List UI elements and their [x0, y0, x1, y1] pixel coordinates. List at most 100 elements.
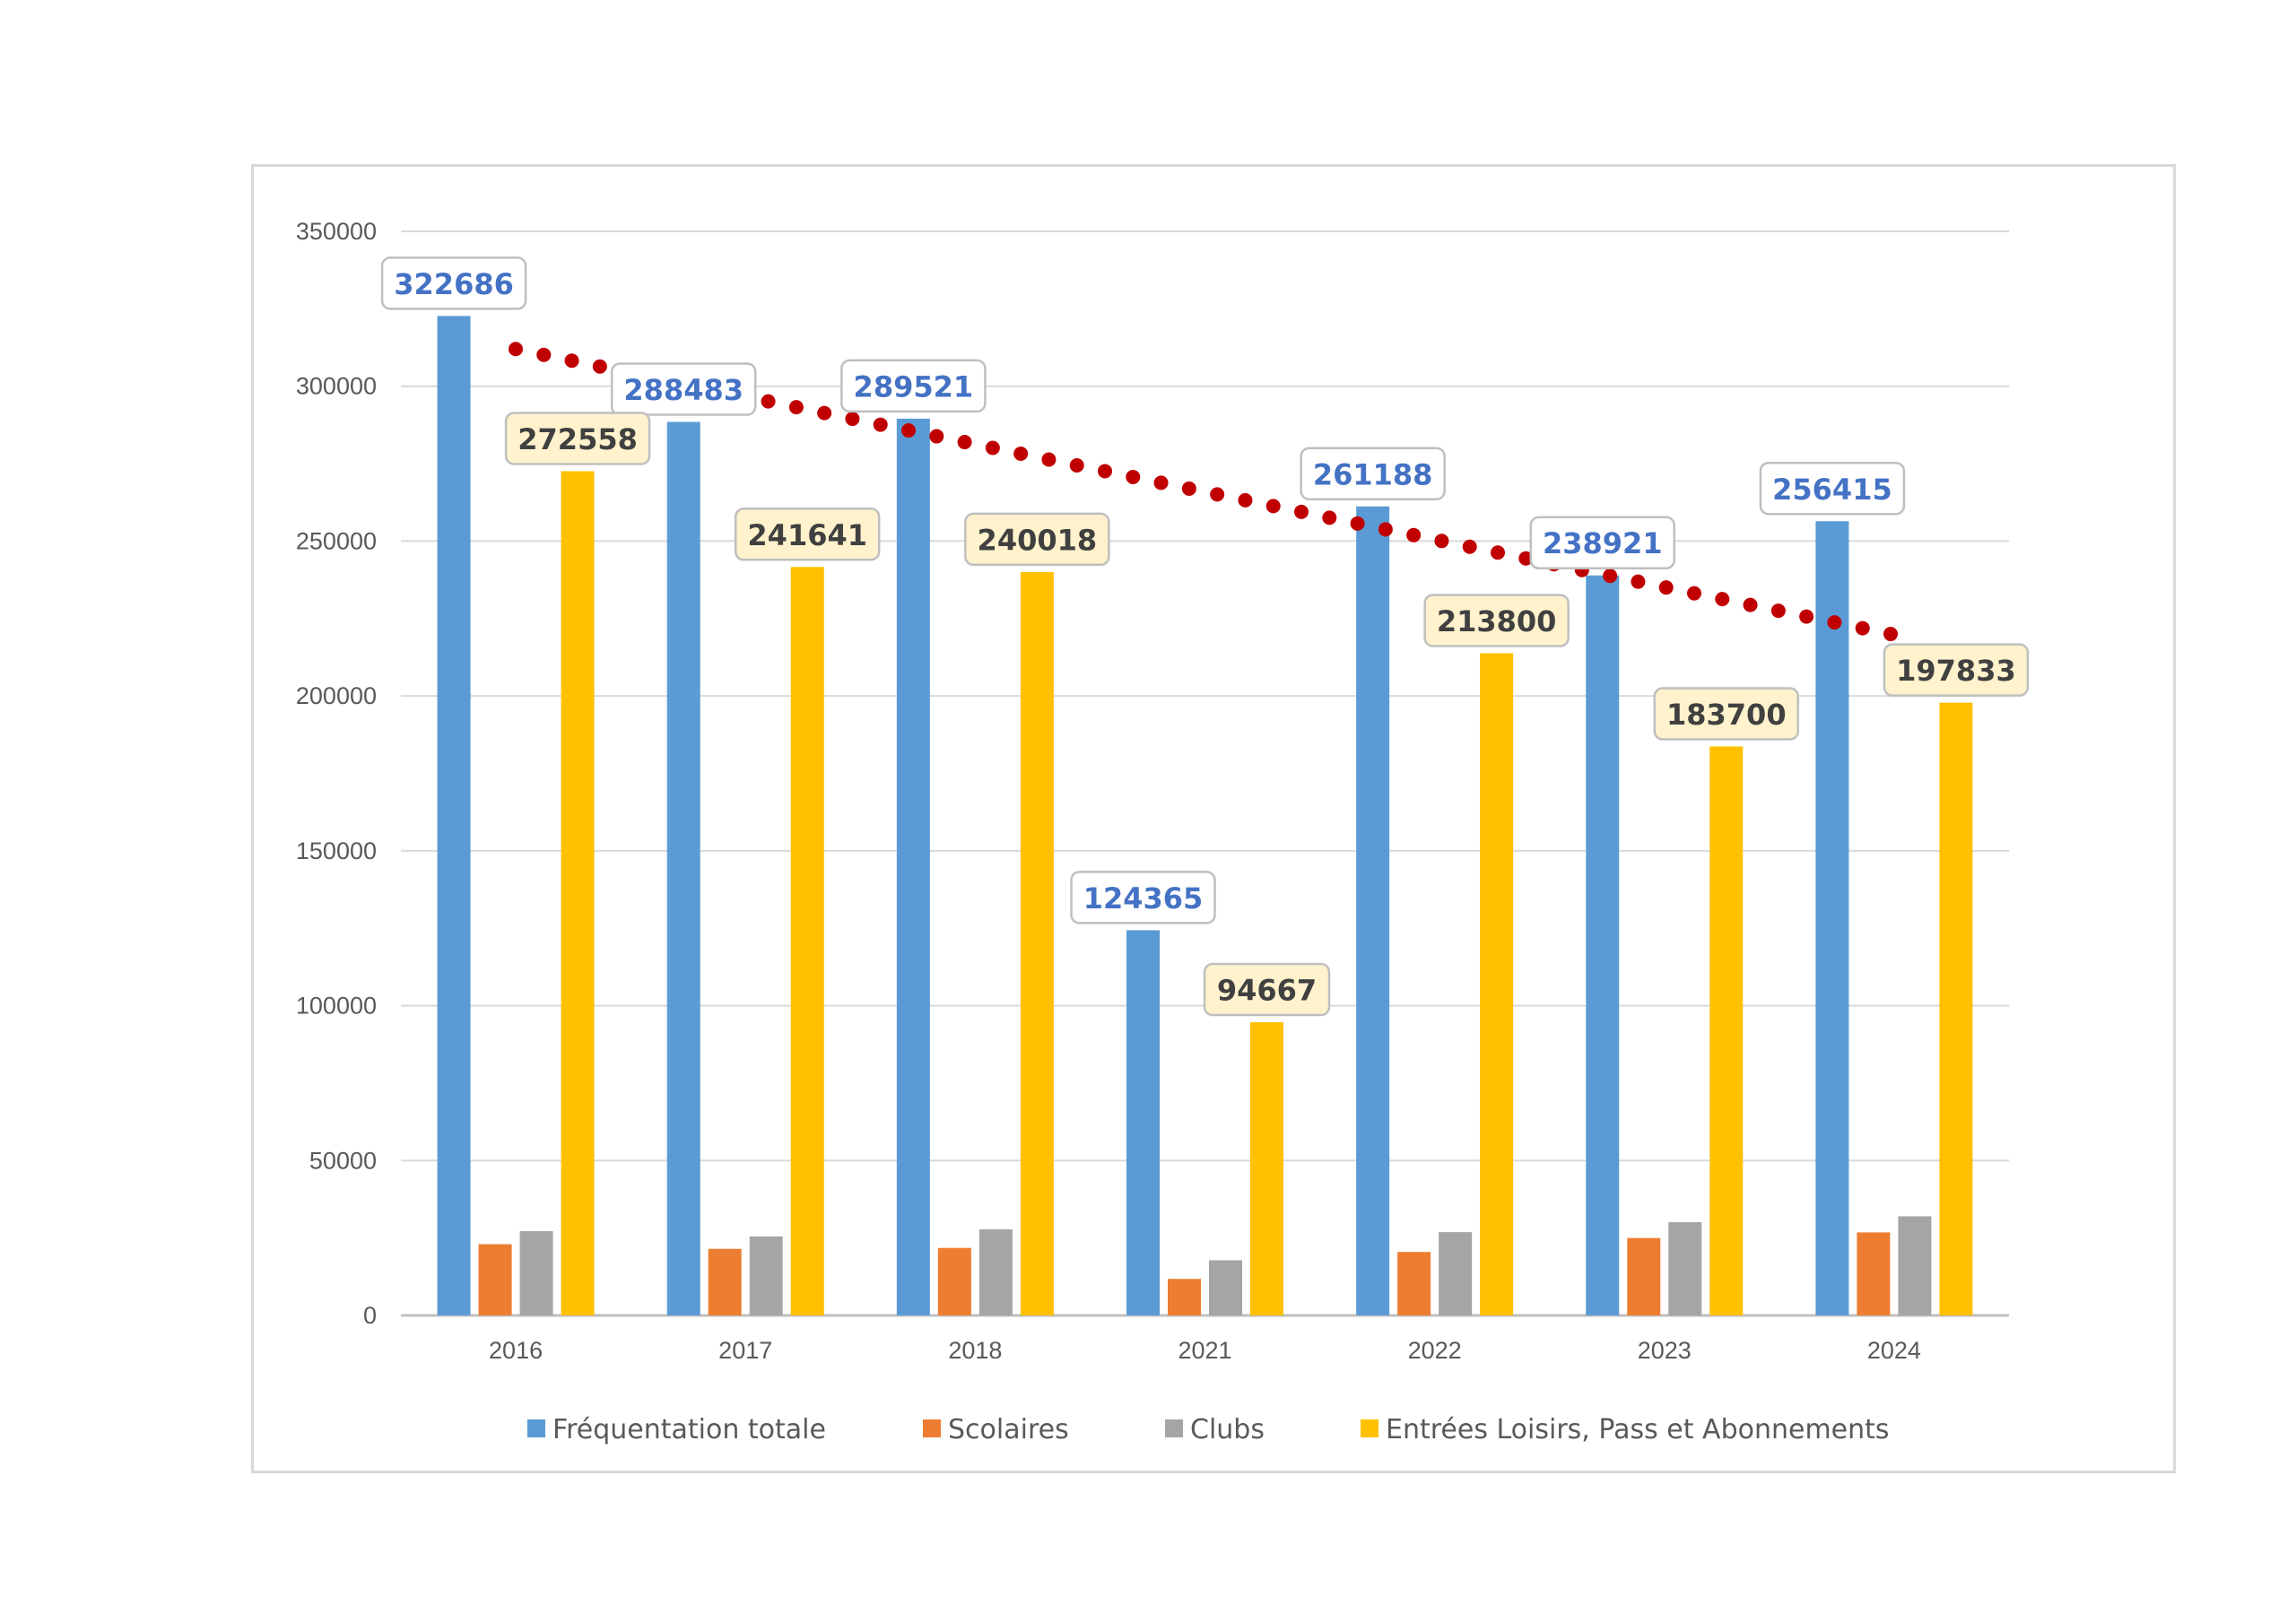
data-label: 322686 — [394, 267, 514, 301]
trendline-dot — [1715, 592, 1730, 607]
trendline-dot — [1126, 469, 1141, 484]
x-tick-label: 2018 — [948, 1337, 1002, 1364]
data-label: 94667 — [1217, 973, 1317, 1007]
legend-label: Entrées Loisirs, Pass et Abonnements — [1386, 1414, 1890, 1445]
trendline-dot — [1294, 504, 1309, 519]
trendline-dot — [1265, 499, 1281, 514]
bar-scolaires-2024 — [1857, 1232, 1891, 1315]
trendline-dot — [788, 400, 804, 415]
bar-scolaires-2018 — [937, 1247, 971, 1315]
bar-scolaires-2016 — [478, 1244, 512, 1315]
trendline-dot — [1603, 568, 1618, 584]
bar-fr-quentation-totale-2021 — [1126, 930, 1160, 1315]
data-label-box — [1423, 594, 1570, 647]
trendline-dot — [1518, 551, 1534, 566]
bar-fr-quentation-totale-2023 — [1586, 575, 1620, 1315]
trendline-dot — [1462, 539, 1477, 554]
y-tick-label: 50000 — [309, 1147, 377, 1174]
trendline-dot — [1098, 464, 1112, 479]
data-label-box — [734, 508, 881, 561]
y-tick-label: 300000 — [296, 373, 377, 400]
y-tick-label: 150000 — [296, 838, 377, 864]
trendline-dot — [1181, 481, 1196, 496]
x-tick-label: 2021 — [1178, 1337, 1231, 1364]
data-label-box — [380, 256, 527, 310]
data-label-box — [1759, 462, 1906, 516]
trendline-dot — [1406, 527, 1422, 542]
data-label: 197833 — [1896, 654, 2016, 688]
x-tick-label: 2024 — [1867, 1337, 1921, 1364]
trendline-dot — [845, 412, 860, 427]
bar-entr-es-loisirs-pass-et-abonnements-2017 — [790, 567, 824, 1315]
data-label-box — [1203, 962, 1331, 1017]
bar-fr-quentation-totale-2018 — [896, 418, 930, 1315]
x-tick-label: 2016 — [489, 1337, 543, 1364]
data-label: 240018 — [978, 523, 1098, 557]
legend-label: Scolaires — [948, 1414, 1069, 1445]
bar-clubs-2018 — [978, 1228, 1013, 1315]
trendline-dot — [536, 347, 552, 362]
data-label-box — [1883, 643, 2030, 697]
legend-label: Clubs — [1190, 1414, 1265, 1445]
trendline-dot — [957, 435, 972, 450]
bar-scolaires-2021 — [1168, 1279, 1201, 1315]
bar-entr-es-loisirs-pass-et-abonnements-2018 — [1020, 571, 1054, 1315]
trendline-dot — [985, 440, 1000, 456]
data-label-box — [964, 512, 1110, 567]
y-tick-label: 250000 — [296, 527, 377, 554]
bar-clubs-2016 — [519, 1231, 553, 1315]
trendline-dot — [1743, 597, 1758, 612]
data-label: 238921 — [1543, 526, 1663, 560]
data-label-box — [1300, 447, 1446, 501]
trendline-dot — [929, 429, 944, 444]
trendline-dot — [1013, 447, 1029, 462]
legend-swatch — [527, 1419, 545, 1437]
bar-clubs-2021 — [1209, 1260, 1242, 1315]
x-tick-label: 2022 — [1408, 1337, 1462, 1364]
bar-clubs-2022 — [1439, 1232, 1473, 1315]
trendline-dot — [1491, 545, 1505, 560]
trendline-dot — [1153, 475, 1169, 490]
trendline-dot — [1799, 609, 1814, 624]
trendline-dot — [1238, 492, 1253, 508]
bar-scolaires-2017 — [708, 1248, 742, 1315]
trendline-dot — [817, 405, 832, 421]
trendline-dot — [509, 342, 523, 357]
data-label: 183700 — [1666, 698, 1787, 732]
data-label: 241641 — [747, 518, 867, 552]
x-tick-label: 2017 — [718, 1337, 772, 1364]
bar-entr-es-loisirs-pass-et-abonnements-2021 — [1250, 1021, 1283, 1315]
trendline-dot — [1883, 627, 1898, 642]
bar-fr-quentation-totale-2016 — [437, 316, 471, 1316]
y-tick-label: 350000 — [296, 218, 377, 245]
trendline-dot — [1631, 574, 1646, 589]
trendline-dot — [1658, 580, 1674, 595]
bar-clubs-2024 — [1898, 1216, 1932, 1315]
data-label-box — [1070, 871, 1216, 924]
trendline-dot — [1378, 522, 1393, 537]
bar-entr-es-loisirs-pass-et-abonnements-2024 — [1939, 702, 1973, 1315]
legend-swatch — [1165, 1419, 1183, 1437]
bar-fr-quentation-totale-2022 — [1356, 506, 1390, 1315]
bar-entr-es-loisirs-pass-et-abonnements-2023 — [1709, 746, 1744, 1315]
trendline-dot — [1855, 621, 1870, 636]
trendline-dot — [592, 359, 607, 374]
legend-label: Fréquentation totale — [552, 1414, 826, 1445]
trendline-dot — [1069, 457, 1084, 473]
data-label-box — [840, 359, 987, 413]
data-label: 289521 — [854, 369, 974, 404]
y-tick-label: 100000 — [296, 993, 377, 1020]
data-label: 261188 — [1313, 457, 1433, 491]
bar-clubs-2017 — [749, 1236, 783, 1315]
trendline-dot — [1322, 510, 1337, 525]
bar-fr-quentation-totale-2017 — [666, 421, 700, 1315]
data-label: 272558 — [517, 422, 638, 456]
bar-entr-es-loisirs-pass-et-abonnements-2022 — [1480, 653, 1514, 1315]
trendline-dot — [1687, 586, 1701, 601]
data-label-box — [610, 362, 757, 416]
trendline-dot — [1827, 615, 1842, 630]
trendline-dot — [1041, 452, 1057, 467]
bar-scolaires-2022 — [1397, 1252, 1431, 1315]
x-tick-label: 2023 — [1638, 1337, 1692, 1364]
